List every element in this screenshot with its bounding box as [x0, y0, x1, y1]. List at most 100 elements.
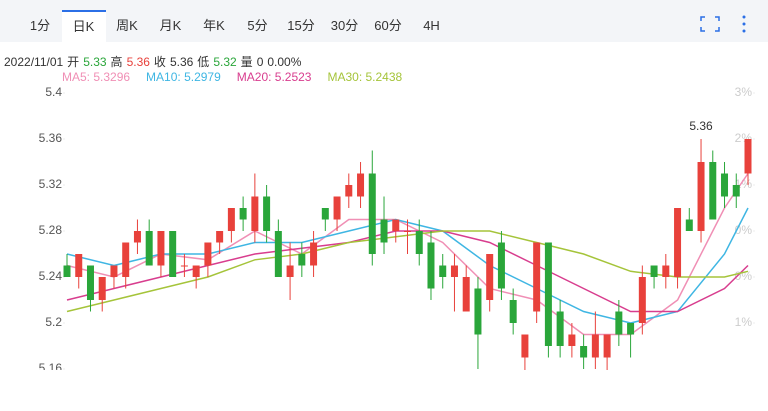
candle-body [263, 196, 271, 231]
candle-body [509, 300, 517, 323]
candle-body [533, 242, 541, 312]
candle-body [521, 334, 529, 358]
toolbar: 1分 日K 周K 月K 年K 5分 15分 30分 60分 4H [0, 0, 768, 42]
legend-entry: MA30: 5.2438 [327, 70, 403, 84]
y-tick-label: 5.2 [45, 315, 62, 329]
candle-body [122, 242, 130, 277]
info-value: 5.32 [213, 55, 237, 69]
candle-body [392, 219, 400, 231]
info-value: 5.33 [83, 55, 107, 69]
legend-entry: MA10: 5.2979 [146, 70, 221, 84]
y2-tick-label: 1% [735, 315, 753, 329]
candle-body [556, 311, 564, 346]
candle-body [544, 242, 552, 346]
more-icon[interactable] [742, 15, 746, 33]
y2-tick-label: 3% [735, 85, 753, 99]
candle-body [133, 231, 141, 243]
info-label: 开 [67, 55, 80, 69]
y-tick-label: 5.36 [39, 131, 63, 145]
date: 2022/11/01 [4, 55, 64, 69]
candle-body [345, 185, 353, 197]
tab[interactable]: 年K [203, 18, 225, 33]
candle-body [298, 254, 306, 266]
candle-body [333, 196, 341, 220]
info-line: 2022/11/01 开 5.33 高 5.36 收 5.36 低 5.32 量 0 0.00% [4, 53, 305, 70]
candle-body [650, 265, 658, 277]
candle-body [368, 173, 376, 254]
tab[interactable]: 15分 [287, 18, 315, 33]
info-value: 5.36 [126, 55, 150, 69]
candle-body [227, 208, 235, 231]
tab[interactable]: 30分 [330, 18, 359, 33]
candle-body [310, 242, 318, 266]
candle-body [615, 311, 623, 335]
info-label: 量 [240, 55, 253, 69]
candle-body [685, 219, 693, 231]
candle-body [204, 242, 212, 266]
info-value: 0 [256, 55, 264, 69]
tab[interactable]: 5分 [247, 18, 268, 33]
candle-body [110, 265, 118, 277]
legend-entry: MA20: 5.2523 [236, 70, 312, 84]
candle-body [180, 265, 188, 267]
tab[interactable]: 60分 [374, 18, 402, 33]
tab[interactable]: 月K [159, 18, 182, 33]
candle-body [380, 219, 388, 243]
candle-body [497, 242, 505, 289]
info-label: 收 [153, 55, 166, 69]
candle-body [415, 231, 423, 254]
y-tick-label: 5.28 [39, 223, 63, 237]
max-label: 5.36 [689, 119, 713, 133]
legend-entry: MA5: 5.3296 [62, 70, 131, 84]
candle-body [63, 265, 71, 277]
tab[interactable]: 4H [423, 18, 440, 33]
candle-body [239, 208, 247, 220]
y-tick-label: 5.16 [39, 361, 63, 375]
candle-body [216, 231, 224, 243]
info-value: 5.36 [169, 55, 194, 69]
candle-body [321, 208, 329, 220]
candle-body [145, 231, 153, 266]
info-label: 高 [110, 55, 123, 69]
y2-tick-label: 0% [735, 269, 753, 283]
candle-body [709, 162, 717, 220]
y-tick-label: 5.32 [39, 177, 63, 191]
y-tick-label: 5.24 [39, 269, 63, 283]
candle-body [591, 334, 599, 358]
candle-body [427, 242, 435, 289]
candle-body [580, 346, 588, 358]
tab[interactable]: 1分 [29, 18, 51, 33]
ma-legend: MA5: 5.3296 MA10: 5.2979 MA20: 5.2523 MA30:… [62, 70, 418, 84]
tab[interactable]: 周K [116, 18, 138, 33]
candle-body [568, 334, 576, 346]
candle-body [662, 265, 670, 277]
candle-body [450, 265, 458, 277]
fullscreen-icon[interactable] [700, 16, 720, 32]
toolbar-icons [700, 15, 746, 33]
candle-body [439, 265, 447, 277]
candle-body [86, 265, 94, 300]
candle-body [732, 185, 740, 197]
candle-body [274, 231, 282, 277]
candle-body [627, 323, 635, 335]
candle-body [638, 277, 646, 323]
candle-body [286, 265, 294, 277]
tab[interactable]: 日K [61, 10, 106, 42]
candle-body [474, 288, 482, 335]
candle-body [603, 334, 611, 358]
candle-body [404, 231, 411, 232]
change: 0.00% [267, 55, 302, 69]
candle-body [251, 196, 259, 231]
info-label: 低 [197, 55, 210, 69]
candle-body [486, 254, 494, 300]
candle-body [674, 208, 682, 277]
candle-body [192, 265, 200, 277]
y-tick-label: 5.4 [45, 85, 62, 99]
candle-body [697, 162, 705, 231]
candle-body [357, 173, 365, 197]
candle-body [157, 231, 165, 266]
candle-body [721, 173, 729, 197]
candle-body [98, 277, 106, 300]
